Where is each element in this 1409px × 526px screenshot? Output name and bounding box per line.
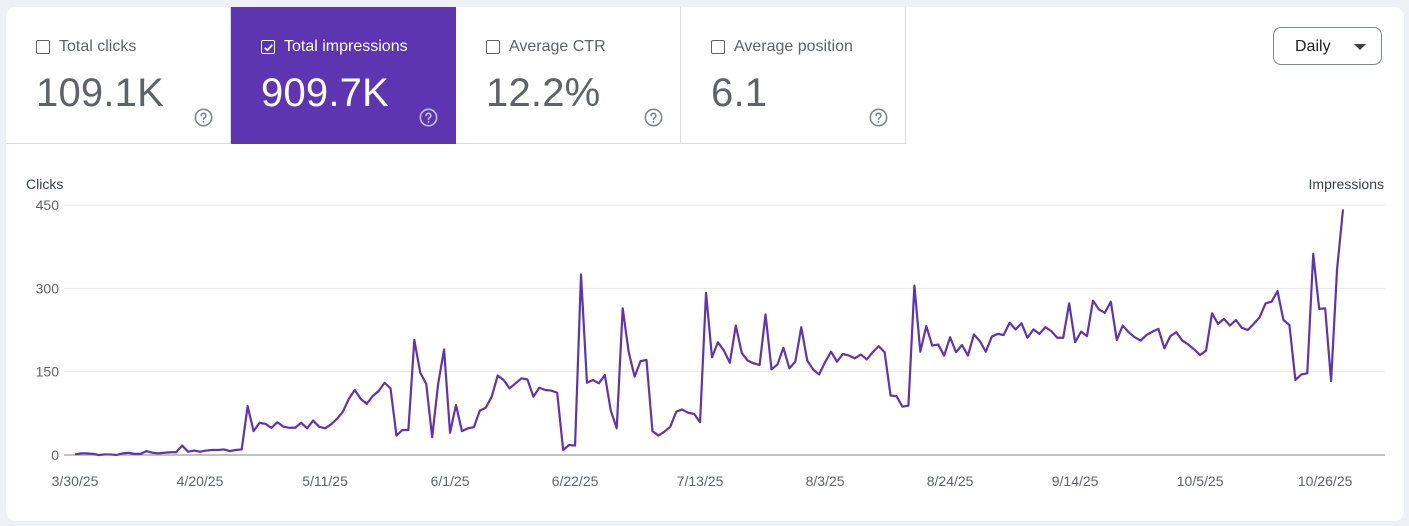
help-icon[interactable] xyxy=(644,108,663,127)
right-axis-title: Impressions xyxy=(1308,176,1384,192)
metric-value: 909.7K xyxy=(261,71,389,115)
x-tick-label: 9/14/25 xyxy=(1052,473,1099,489)
checkbox-unchecked-icon[interactable] xyxy=(36,40,50,54)
x-tick-label: 3/30/25 xyxy=(52,473,99,489)
metric-tile-total-impressions[interactable]: Total impressions 909.7K xyxy=(231,7,456,144)
metric-header: Total clicks xyxy=(36,38,136,56)
x-tick-label: 7/13/25 xyxy=(677,473,724,489)
impressions-line-chart: 0 150 300 450 3/30/25 4/20/25 5/11/25 6/1/25 6/2… xyxy=(36,197,1385,489)
metric-header: Average position xyxy=(711,38,853,56)
metric-header: Total impressions xyxy=(261,38,408,56)
help-icon[interactable] xyxy=(419,108,438,127)
metric-tile-average-position[interactable]: Average position 6.1 xyxy=(681,7,906,144)
caret-down-icon xyxy=(1354,44,1366,50)
metric-label: Total clicks xyxy=(59,38,137,55)
impressions-series-line xyxy=(74,209,1345,457)
left-axis-title: Clicks xyxy=(26,176,64,192)
period-dropdown-label: Daily xyxy=(1295,38,1331,55)
metric-value: 109.1K xyxy=(36,71,164,115)
metric-label: Average CTR xyxy=(509,38,606,55)
checkbox-checked-icon[interactable] xyxy=(261,40,275,54)
y-tick-label: 150 xyxy=(36,364,60,380)
period-dropdown[interactable]: Daily xyxy=(1273,27,1382,65)
metric-tile-total-clicks[interactable]: Total clicks 109.1K xyxy=(6,7,231,144)
metric-value: 6.1 xyxy=(711,71,768,115)
metric-label: Average position xyxy=(734,38,853,55)
metric-label: Total impressions xyxy=(284,38,408,55)
checkbox-unchecked-icon[interactable] xyxy=(711,40,725,54)
x-tick-label: 6/22/25 xyxy=(552,473,599,489)
x-tick-label: 5/11/25 xyxy=(302,473,348,489)
x-tick-label: 10/26/25 xyxy=(1298,473,1353,489)
metric-header: Average CTR xyxy=(486,38,606,56)
x-tick-label: 8/3/25 xyxy=(806,473,845,489)
checkbox-unchecked-icon[interactable] xyxy=(486,40,500,54)
y-tick-label: 300 xyxy=(36,280,60,296)
x-tick-label: 6/1/25 xyxy=(431,473,470,489)
y-tick-label: 450 xyxy=(36,197,60,213)
help-icon[interactable] xyxy=(194,108,213,127)
performance-card: Total clicks 109.1K Total impressions 90… xyxy=(6,7,1404,521)
metric-tile-average-ctr[interactable]: Average CTR 12.2% xyxy=(456,7,681,144)
x-tick-label: 8/24/25 xyxy=(927,473,974,489)
y-tick-label: 0 xyxy=(51,447,59,463)
x-tick-label: 4/20/25 xyxy=(177,473,224,489)
metric-value: 12.2% xyxy=(486,71,601,115)
x-tick-label: 10/5/25 xyxy=(1177,473,1224,489)
help-icon[interactable] xyxy=(869,108,888,127)
metric-tiles: Total clicks 109.1K Total impressions 90… xyxy=(6,7,906,145)
